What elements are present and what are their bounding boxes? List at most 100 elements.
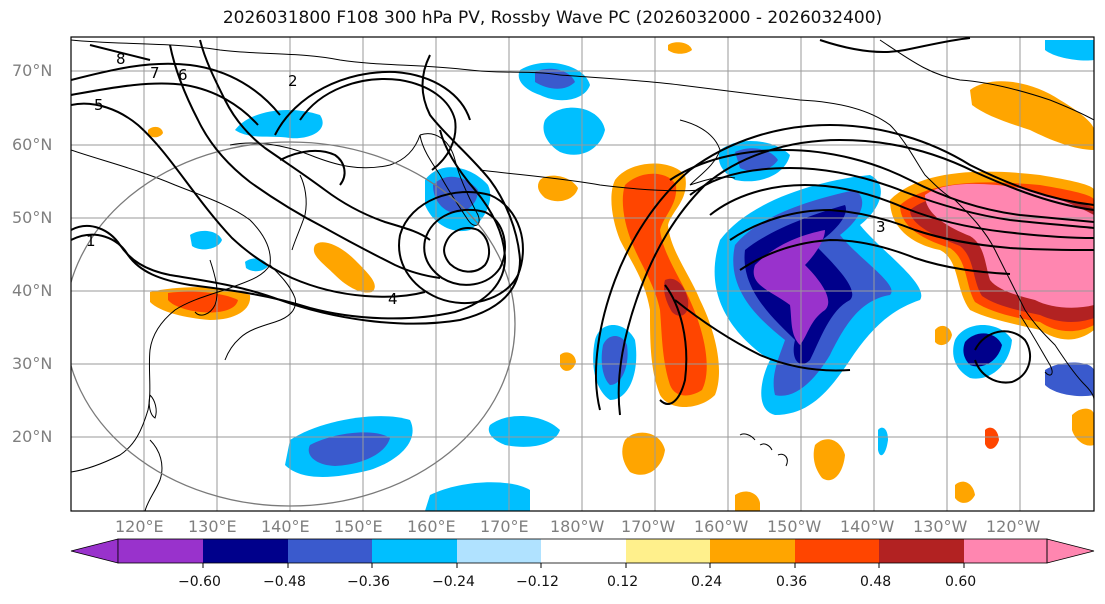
- lon-label-120e: 120°E: [115, 517, 164, 536]
- lon-label-120w: 120°W: [986, 517, 1041, 536]
- pv-contour-east-3: [669, 148, 1094, 223]
- lon-label-180w: 180°W: [550, 517, 605, 536]
- coast-baja: [1019, 314, 1053, 376]
- colorbar-segment-11: [964, 539, 1047, 563]
- pv-contour-5-west: [71, 102, 426, 298]
- graticule: [71, 37, 1094, 511]
- colorbar-frame: [117, 538, 1048, 564]
- anomaly-neg-hawaii-small: [878, 427, 888, 456]
- colorbar-segment-2: [203, 539, 288, 563]
- coast-aleutians: [479, 169, 701, 192]
- colorbar-segment-4: [372, 539, 457, 563]
- lon-label-150e: 150°E: [334, 517, 383, 536]
- contour-label-3: 3: [876, 218, 886, 236]
- lat-label-20n: 20°N: [12, 427, 53, 446]
- anomaly-neg-baja-core: [963, 333, 1002, 367]
- colorbar-segment-1: [118, 539, 203, 563]
- colorbar-segment-3: [288, 539, 372, 563]
- lon-label-130w: 130°W: [913, 517, 968, 536]
- coast-alaska: [559, 74, 956, 201]
- figure-title: 2026031800 F108 300 hPa PV, Rossby Wave …: [222, 8, 883, 28]
- coast-asia-mainland: [71, 149, 271, 473]
- anomaly-neg-okhotsk: [235, 110, 323, 139]
- lon-label-130e: 130°E: [188, 517, 237, 536]
- coast-sakhalin: [291, 174, 307, 251]
- pv-contour-north-3: [89, 44, 151, 61]
- pv-contour-2-west: [71, 129, 507, 320]
- lon-label-150w: 150°W: [767, 517, 822, 536]
- coast-hawaii: [739, 433, 788, 467]
- colorbar-label-pos036: 0.36: [776, 574, 808, 590]
- anomaly-pos-hawaii-east: [622, 432, 665, 475]
- colorbar-label-neg036: −0.36: [347, 574, 390, 590]
- colorbar-segment-9: [795, 539, 879, 563]
- colorbar-segment-8: [710, 539, 795, 563]
- anomaly-neg-japan-sea-core: [433, 176, 478, 213]
- anomaly-neg-philippine-sea-core: [308, 432, 390, 466]
- pv-contour-trough-south: [659, 284, 851, 405]
- colorbar-segment-6: [541, 539, 626, 563]
- pv-contour-ridge-1: [299, 78, 457, 171]
- colorbar-label-pos024: 0.24: [691, 574, 723, 590]
- anomaly-pos-west-tropic: [560, 352, 576, 371]
- pv-contour-low-2: [423, 208, 506, 286]
- colorbar-min-extension: [70, 538, 119, 564]
- colorbar-segment-5: [457, 539, 541, 563]
- lon-label-170w: 170°W: [621, 517, 676, 536]
- contour-label-1: 1: [86, 232, 96, 250]
- coastlines: [71, 39, 1094, 511]
- pv-contour-north-2: [71, 82, 259, 126]
- colorbar-segment-10: [879, 539, 964, 563]
- contour-label-8: 8: [116, 50, 126, 68]
- map-frame: [70, 36, 1095, 512]
- coast-okhotsk-north: [229, 134, 421, 169]
- coast-siberia-north: [71, 39, 561, 76]
- lon-label-160e: 160°E: [407, 517, 456, 536]
- coast-philippines: [144, 439, 163, 511]
- pv-contour-east-5: [709, 183, 1094, 239]
- pv-contour-east-1: [595, 123, 1094, 411]
- colorbar-label-neg048: −0.48: [263, 574, 306, 590]
- coast-canada: [879, 39, 1094, 121]
- pv-contour-labels: 8 7 6 5 4 3 2 1: [86, 50, 886, 308]
- contour-label-2: 2: [288, 72, 298, 90]
- contour-label-5: 5: [94, 96, 104, 114]
- anomaly-neg-south-central: [425, 482, 530, 511]
- anomaly-pos-bering-small: [668, 42, 692, 54]
- colorbar-label-neg012: −0.12: [516, 574, 559, 590]
- pv-contour-east-7: [739, 238, 1011, 275]
- anomaly-pos-aleutian-west: [537, 175, 578, 202]
- anomaly-pos-japan-north-red: [168, 291, 238, 313]
- lon-label-170e: 170°E: [480, 517, 529, 536]
- anomaly-neg-central-pacific-core: [753, 230, 829, 345]
- pv-contours: [71, 37, 1094, 416]
- contour-label-7: 7: [150, 64, 160, 82]
- pv-contour-cutoff: [974, 330, 1032, 384]
- coast-korea: [194, 259, 218, 316]
- pv-contour-low-3: [398, 190, 524, 305]
- pv-contour-north-1: [71, 62, 281, 116]
- colorbar-ticks: [202, 563, 965, 568]
- anomaly-neg-mexico: [1045, 362, 1094, 397]
- anomaly-pos-hawaii-small: [985, 427, 999, 449]
- colorbar: [70, 538, 1095, 568]
- anomaly-pos-south-central-east: [813, 439, 845, 481]
- colorbar-label-neg024: −0.24: [432, 574, 475, 590]
- colorbar-label-pos060: 0.60: [945, 574, 977, 590]
- lon-label-140e: 140°E: [261, 517, 310, 536]
- pv-contour-east-4: [689, 166, 1094, 229]
- coast-kamchatka: [419, 133, 480, 226]
- anomaly-neg-alaska-south: [543, 107, 605, 155]
- anomaly-pos-okhotsk-small: [148, 126, 163, 138]
- lat-label-50n: 50°N: [12, 208, 53, 227]
- anomaly-neg-bering-core: [535, 68, 575, 89]
- anomaly-pos-central-tropic: [735, 491, 760, 511]
- anomaly-pos-kuril: [313, 242, 375, 293]
- anomaly-pos-west-coast-core: [925, 183, 1094, 308]
- coast-japan: [224, 264, 297, 361]
- lat-label-60n: 60°N: [12, 135, 53, 154]
- lon-label-160w: 160°W: [694, 517, 749, 536]
- colorbar-segment-7: [626, 539, 710, 563]
- pv-contour-4-west: [169, 44, 441, 279]
- pv-contour-east-6: [729, 208, 1094, 251]
